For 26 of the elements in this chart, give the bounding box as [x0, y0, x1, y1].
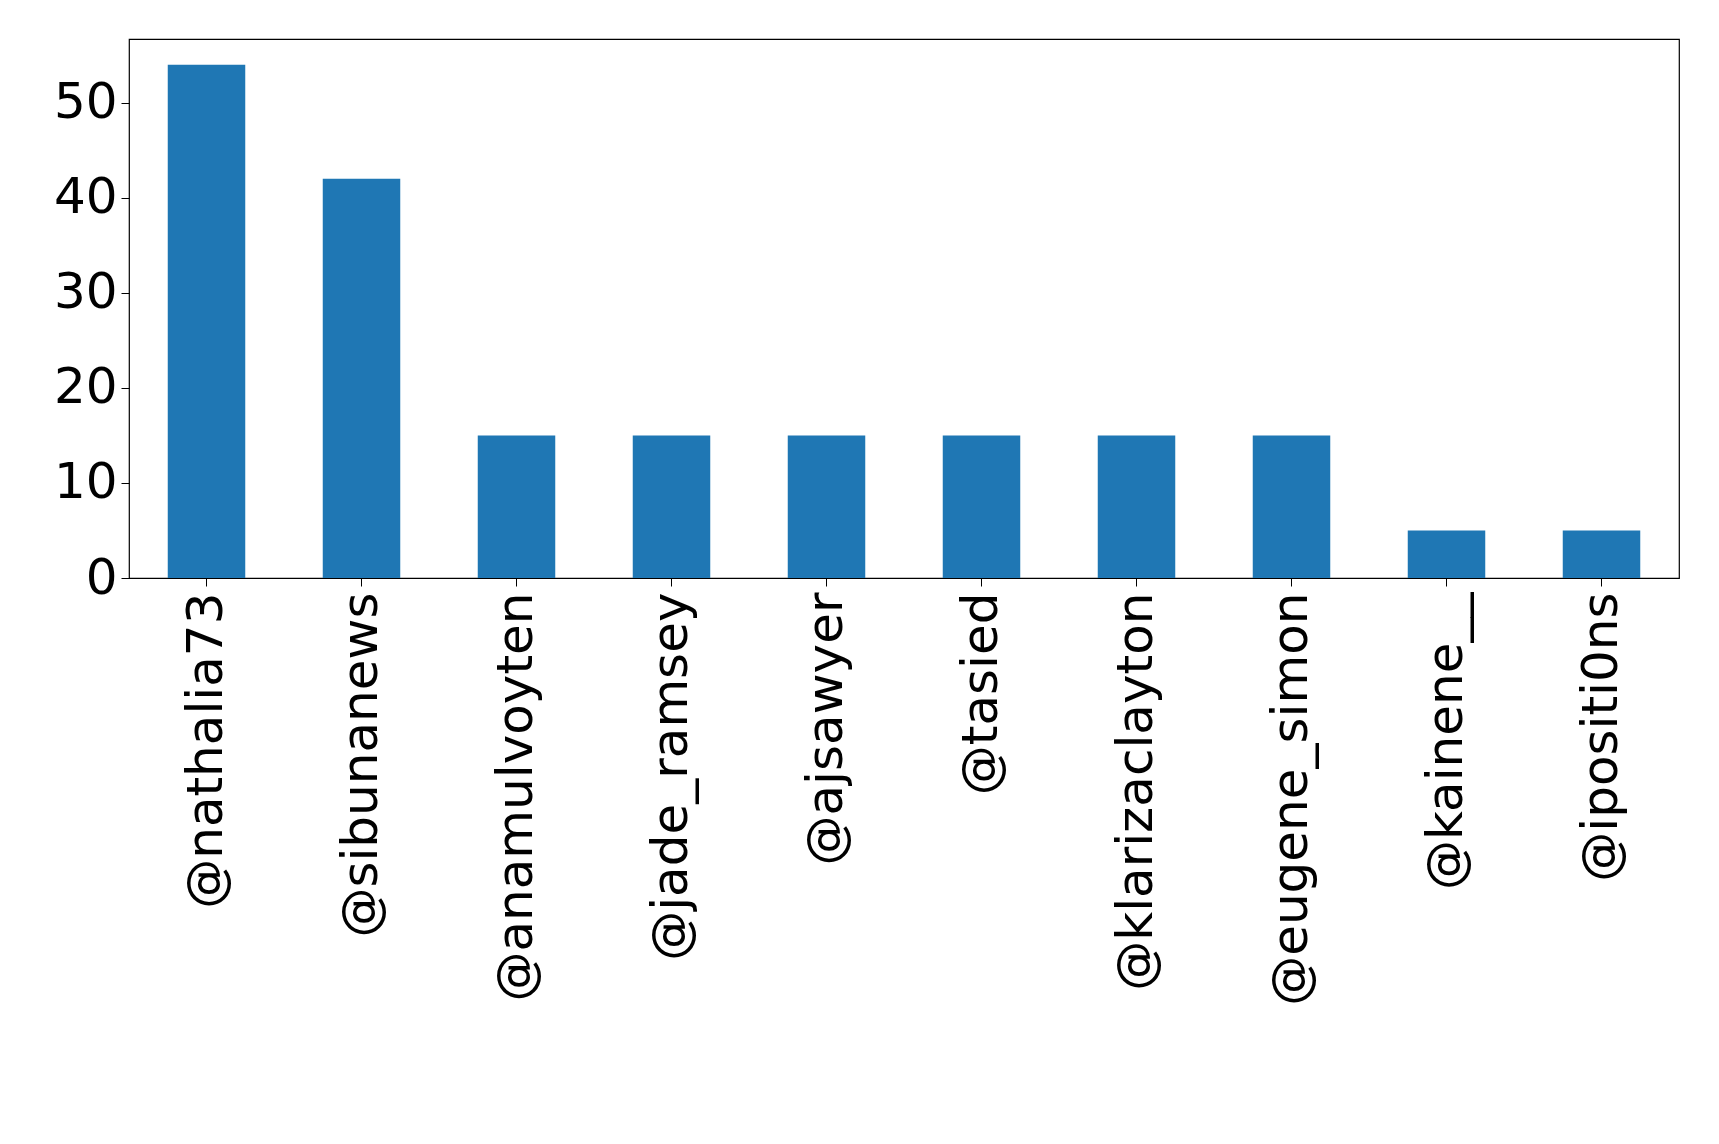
- bar: [477, 435, 556, 578]
- y-tick-label: 40: [53, 167, 118, 226]
- bar: [1097, 435, 1176, 578]
- x-tick-label: @kainene__: [1415, 591, 1474, 891]
- bar: [1562, 530, 1641, 578]
- x-tick-label: @ipositi0ns: [1570, 592, 1629, 882]
- x-tick-label: @klarizaclayton: [1105, 592, 1164, 991]
- x-tick-label: @tasied: [950, 592, 1009, 796]
- bar: [167, 64, 246, 578]
- x-tick-label: @sibunanews: [330, 592, 389, 938]
- x-tick-label: @jade_ramsey: [640, 592, 699, 961]
- y-tick-label: 50: [53, 72, 118, 131]
- x-tick-label: @anamulvoyten: [485, 592, 544, 1002]
- bar: [1252, 435, 1331, 578]
- y-tick-label: 0: [85, 547, 118, 606]
- y-tick-label: 30: [53, 262, 118, 321]
- bar: [942, 435, 1021, 578]
- y-tick-label: 10: [53, 452, 118, 511]
- x-tick-label: @ajsawyer: [795, 592, 854, 866]
- x-tick-label: @nathalia73: [175, 592, 234, 909]
- y-tick-label: 20: [53, 357, 118, 416]
- bar: [322, 178, 401, 578]
- x-tick-label: @eugene_simon: [1260, 592, 1319, 1006]
- bar: [1407, 530, 1486, 578]
- bar: [787, 435, 866, 578]
- bar: [632, 435, 711, 578]
